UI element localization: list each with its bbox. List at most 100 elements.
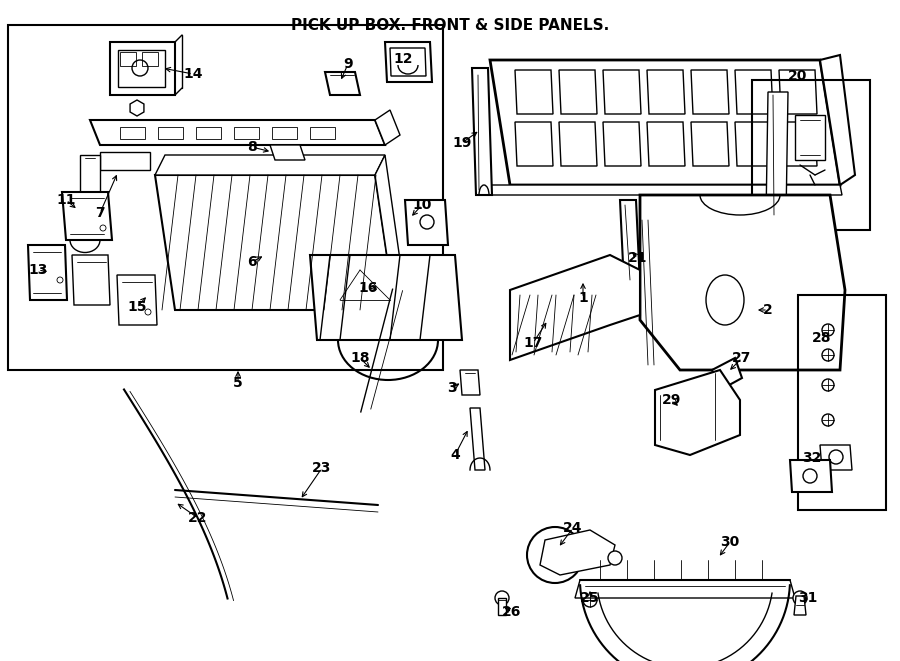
Text: 28: 28 bbox=[812, 331, 832, 345]
Polygon shape bbox=[712, 358, 742, 390]
Text: 8: 8 bbox=[248, 140, 256, 154]
Bar bbox=[310, 127, 335, 139]
Polygon shape bbox=[62, 192, 112, 240]
Polygon shape bbox=[735, 70, 773, 114]
Ellipse shape bbox=[608, 551, 622, 565]
Circle shape bbox=[145, 309, 151, 315]
Circle shape bbox=[495, 591, 509, 605]
Circle shape bbox=[822, 379, 834, 391]
Polygon shape bbox=[640, 195, 845, 370]
Text: 26: 26 bbox=[502, 605, 522, 619]
Text: 31: 31 bbox=[798, 591, 818, 605]
Polygon shape bbox=[310, 255, 462, 340]
Text: 10: 10 bbox=[412, 198, 432, 212]
Polygon shape bbox=[72, 255, 110, 305]
Polygon shape bbox=[515, 70, 553, 114]
Text: 18: 18 bbox=[350, 351, 370, 365]
Circle shape bbox=[132, 60, 148, 76]
Text: 21: 21 bbox=[628, 251, 648, 265]
Polygon shape bbox=[510, 255, 640, 360]
Circle shape bbox=[822, 349, 834, 361]
Text: 29: 29 bbox=[662, 393, 681, 407]
Text: 2: 2 bbox=[763, 303, 773, 317]
Polygon shape bbox=[620, 200, 640, 285]
Polygon shape bbox=[490, 60, 840, 185]
Polygon shape bbox=[575, 580, 795, 598]
Text: 7: 7 bbox=[95, 206, 104, 220]
Polygon shape bbox=[559, 122, 597, 166]
Polygon shape bbox=[460, 370, 480, 395]
Text: 23: 23 bbox=[312, 461, 332, 475]
Text: 19: 19 bbox=[453, 136, 472, 150]
Text: 32: 32 bbox=[802, 451, 822, 465]
Polygon shape bbox=[375, 155, 405, 310]
Polygon shape bbox=[155, 155, 385, 175]
Circle shape bbox=[822, 414, 834, 426]
Circle shape bbox=[547, 547, 563, 563]
Text: 12: 12 bbox=[393, 52, 413, 66]
Polygon shape bbox=[155, 175, 395, 310]
Circle shape bbox=[583, 593, 597, 607]
Text: 1: 1 bbox=[578, 291, 588, 305]
Polygon shape bbox=[515, 122, 553, 166]
Polygon shape bbox=[820, 55, 855, 185]
Polygon shape bbox=[691, 122, 729, 166]
Circle shape bbox=[829, 450, 843, 464]
Polygon shape bbox=[470, 408, 485, 470]
Polygon shape bbox=[405, 200, 448, 245]
Polygon shape bbox=[498, 598, 506, 615]
Text: 24: 24 bbox=[563, 521, 583, 535]
Polygon shape bbox=[603, 70, 641, 114]
Text: 14: 14 bbox=[184, 67, 202, 81]
Polygon shape bbox=[472, 68, 492, 195]
Text: 27: 27 bbox=[733, 351, 751, 365]
Text: 3: 3 bbox=[447, 381, 457, 395]
Text: 11: 11 bbox=[56, 193, 76, 207]
Polygon shape bbox=[795, 115, 825, 160]
Circle shape bbox=[527, 527, 583, 583]
Text: PICK UP BOX. FRONT & SIDE PANELS.: PICK UP BOX. FRONT & SIDE PANELS. bbox=[291, 18, 609, 33]
Bar bbox=[120, 127, 145, 139]
Text: 4: 4 bbox=[450, 448, 460, 462]
Ellipse shape bbox=[706, 275, 744, 325]
Text: 25: 25 bbox=[580, 591, 599, 605]
Polygon shape bbox=[820, 445, 852, 470]
Circle shape bbox=[803, 469, 817, 483]
Polygon shape bbox=[794, 596, 806, 615]
Polygon shape bbox=[790, 460, 832, 492]
Polygon shape bbox=[691, 70, 729, 114]
Circle shape bbox=[100, 225, 106, 231]
Text: 17: 17 bbox=[523, 336, 543, 350]
Bar bbox=[142, 52, 158, 66]
Polygon shape bbox=[766, 92, 788, 218]
Text: 30: 30 bbox=[720, 535, 740, 549]
Text: 9: 9 bbox=[343, 57, 353, 71]
Polygon shape bbox=[385, 42, 432, 82]
Bar bbox=[8, 25, 443, 370]
Polygon shape bbox=[28, 245, 67, 300]
Polygon shape bbox=[100, 152, 150, 170]
Polygon shape bbox=[647, 122, 685, 166]
Bar bbox=[196, 127, 221, 139]
Circle shape bbox=[822, 324, 834, 336]
Polygon shape bbox=[647, 70, 685, 114]
Text: 15: 15 bbox=[127, 300, 147, 314]
Polygon shape bbox=[779, 122, 817, 166]
Polygon shape bbox=[375, 110, 400, 145]
Polygon shape bbox=[90, 120, 385, 145]
Bar bbox=[234, 127, 259, 139]
Text: 5: 5 bbox=[233, 376, 243, 390]
Polygon shape bbox=[540, 530, 615, 575]
Polygon shape bbox=[735, 122, 773, 166]
Text: 20: 20 bbox=[788, 69, 807, 83]
Text: 22: 22 bbox=[188, 511, 208, 525]
Polygon shape bbox=[110, 42, 175, 95]
Circle shape bbox=[793, 591, 807, 605]
Polygon shape bbox=[655, 370, 740, 455]
Polygon shape bbox=[779, 70, 817, 114]
Circle shape bbox=[420, 215, 434, 229]
Polygon shape bbox=[559, 70, 597, 114]
Circle shape bbox=[57, 277, 63, 283]
Polygon shape bbox=[80, 155, 100, 195]
Bar bbox=[752, 80, 870, 230]
